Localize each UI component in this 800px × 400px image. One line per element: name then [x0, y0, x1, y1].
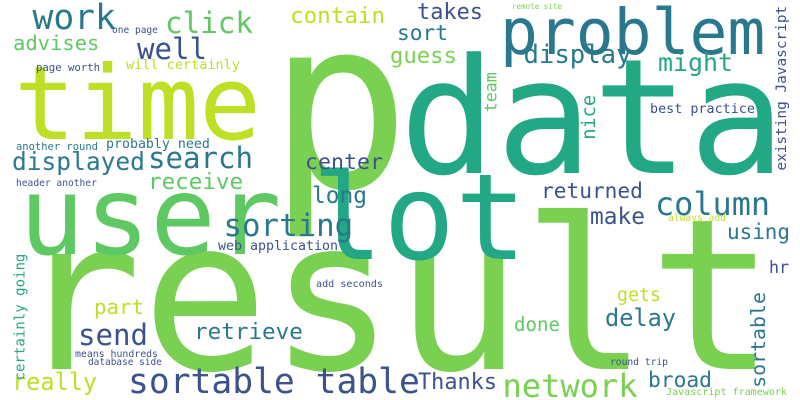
word-lot: lot — [311, 149, 527, 288]
word-really: really — [12, 367, 98, 396]
word-well: well — [137, 31, 207, 66]
word-database-side: database side — [88, 357, 162, 368]
word-header-another: header another — [16, 178, 97, 189]
word-column: column — [655, 184, 771, 223]
word-display: display — [523, 40, 632, 70]
word-another-round: another round — [16, 140, 98, 153]
word-probably-need: probably need — [106, 137, 210, 152]
word-sortable: sortable — [746, 292, 770, 388]
word-data: data — [399, 23, 786, 211]
word-retrieve: retrieve — [194, 319, 303, 345]
word-advises: advises — [13, 30, 100, 55]
word-center: center — [305, 149, 384, 175]
word-contain: contain — [290, 2, 386, 29]
word-p: p — [268, 0, 411, 243]
word-nice: nice — [578, 94, 600, 140]
word-might: might — [658, 47, 733, 77]
word-long: long — [312, 182, 367, 209]
word-best-practice: best practice — [650, 102, 755, 117]
word-send: send — [78, 317, 148, 352]
word-sorting: sorting — [223, 207, 354, 244]
word-displayed: displayed — [12, 146, 145, 176]
word-sort: sort — [397, 19, 448, 45]
word-user: user — [19, 153, 282, 280]
word-make: make — [590, 204, 645, 230]
word-certainly-going: certainly going — [12, 253, 29, 380]
word-gets: gets — [617, 285, 661, 306]
word-remote-site: remote site — [512, 1, 562, 11]
word-result: result — [15, 174, 776, 400]
word-will-certainly: will certainly — [126, 56, 240, 73]
word-sortable-table: sortable table — [128, 361, 420, 400]
word-takes: takes — [417, 0, 483, 25]
word-hr: hr — [769, 257, 790, 277]
word-thanks: Thanks — [418, 370, 498, 395]
word-using: using — [727, 220, 790, 244]
word-one-page: one page — [112, 25, 158, 36]
word-search: search — [148, 141, 254, 175]
word-part: part — [94, 295, 144, 319]
word-returned: returned — [541, 177, 643, 203]
word-time: time — [14, 44, 261, 164]
word-problem: problem — [500, 0, 766, 69]
word-network: network — [502, 366, 638, 400]
word-receive: receive — [148, 169, 244, 195]
word-round-trip: round trip — [610, 357, 668, 368]
word-work: work — [32, 0, 116, 38]
word-done: done — [514, 313, 560, 336]
word-existing-javascript: existing Javascript — [774, 5, 791, 171]
word-always-add: always add — [668, 213, 726, 224]
word-delay: delay — [605, 303, 676, 332]
word-add-seconds: add seconds — [316, 278, 383, 290]
word-broad: broad — [648, 367, 712, 393]
word-team: team — [481, 71, 501, 112]
word-page-worth: page worth — [36, 61, 100, 74]
word-guess: guess — [390, 42, 457, 69]
word-javascript-framework: Javascript framework — [666, 387, 787, 398]
word-web-application: web application — [218, 238, 338, 254]
word-click: click — [165, 5, 254, 40]
word-means-hundreds: means hundreds — [75, 348, 158, 360]
